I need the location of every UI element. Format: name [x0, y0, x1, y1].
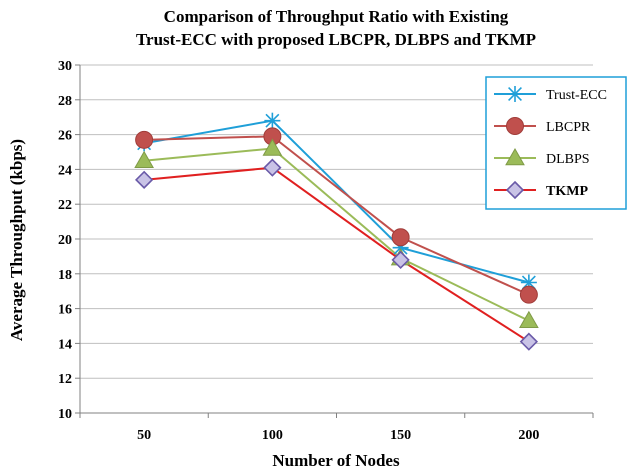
- data-point-dlbps: [134, 150, 154, 168]
- legend-label: Trust-ECC: [546, 88, 607, 103]
- data-point-trust-ecc: [264, 112, 281, 129]
- data-point-lbcpr: [519, 285, 538, 304]
- y-tick-label: 18: [58, 268, 72, 283]
- data-point-lbcpr: [135, 130, 154, 149]
- data-point-lbcpr: [391, 228, 410, 247]
- y-tick-label: 14: [58, 337, 72, 352]
- y-tick-label: 16: [58, 303, 72, 318]
- y-tick-label: 30: [58, 59, 72, 74]
- legend-label: TKMP: [546, 184, 588, 199]
- y-tick-label: 24: [58, 163, 72, 178]
- legend-marker: [506, 117, 524, 135]
- series-line-tkmp: [144, 166, 530, 343]
- legend-item-lbcpr: LBCPR: [494, 117, 591, 135]
- series-line-dlbps: [144, 147, 530, 322]
- series-line-lbcpr: [144, 135, 530, 296]
- y-tick-label: 10: [58, 407, 72, 422]
- tick-labels: 10 12 14 16 18 20 22 24 26 28 30 50 100 150 200: [58, 59, 539, 443]
- y-tick-label: 20: [58, 233, 72, 248]
- legend: Trust-ECC LBCPR DLBPS TKMP: [485, 76, 627, 210]
- series-line-trust-ecc: [143, 119, 530, 284]
- y-tick-label: 26: [58, 129, 72, 144]
- series-lines: [134, 112, 539, 351]
- x-tick-label: 150: [390, 428, 411, 443]
- data-point-dlbps: [262, 138, 283, 156]
- data-point-tkmp: [134, 170, 154, 189]
- legend-label: DLBPS: [546, 152, 590, 167]
- chart-title-line-1: Comparison of Throughput Ratio with Exis…: [164, 7, 509, 26]
- legend-marker: [505, 147, 525, 166]
- data-point-dlbps: [519, 310, 539, 329]
- legend-label: LBCPR: [546, 120, 591, 135]
- x-tick-label: 50: [137, 428, 151, 443]
- data-point-tkmp: [391, 250, 410, 270]
- legend-item-dlbps: DLBPS: [494, 147, 590, 167]
- data-point-tkmp: [263, 158, 282, 177]
- y-axis-label: Average Throughput (kbps): [7, 139, 26, 341]
- y-tick-label: 22: [58, 198, 72, 213]
- axes: [75, 64, 594, 418]
- data-point-tkmp: [519, 332, 539, 351]
- chart-title-line-2: Trust-ECC with proposed LBCPR, DLBPS and…: [136, 30, 536, 49]
- y-tick-label: 28: [58, 94, 72, 109]
- x-axis-label: Number of Nodes: [272, 451, 400, 470]
- legend-marker: [507, 86, 523, 102]
- x-tick-label: 100: [262, 428, 283, 443]
- legend-marker: [505, 180, 525, 200]
- x-tick-label: 200: [518, 428, 539, 443]
- y-tick-label: 12: [58, 372, 72, 387]
- legend-item-trust-ecc: Trust-ECC: [494, 86, 607, 103]
- legend-item-tkmp: TKMP: [494, 180, 588, 200]
